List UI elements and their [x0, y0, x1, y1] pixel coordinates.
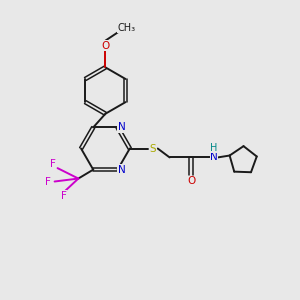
Text: O: O: [101, 41, 110, 51]
Text: CH₃: CH₃: [118, 23, 136, 33]
Text: H: H: [210, 143, 218, 153]
Text: N: N: [118, 165, 125, 175]
Text: N: N: [210, 152, 218, 162]
Text: O: O: [187, 176, 195, 186]
Text: F: F: [61, 191, 66, 201]
Text: S: S: [150, 143, 156, 154]
Text: N: N: [118, 122, 125, 132]
Text: F: F: [50, 159, 56, 169]
Text: F: F: [45, 176, 51, 187]
